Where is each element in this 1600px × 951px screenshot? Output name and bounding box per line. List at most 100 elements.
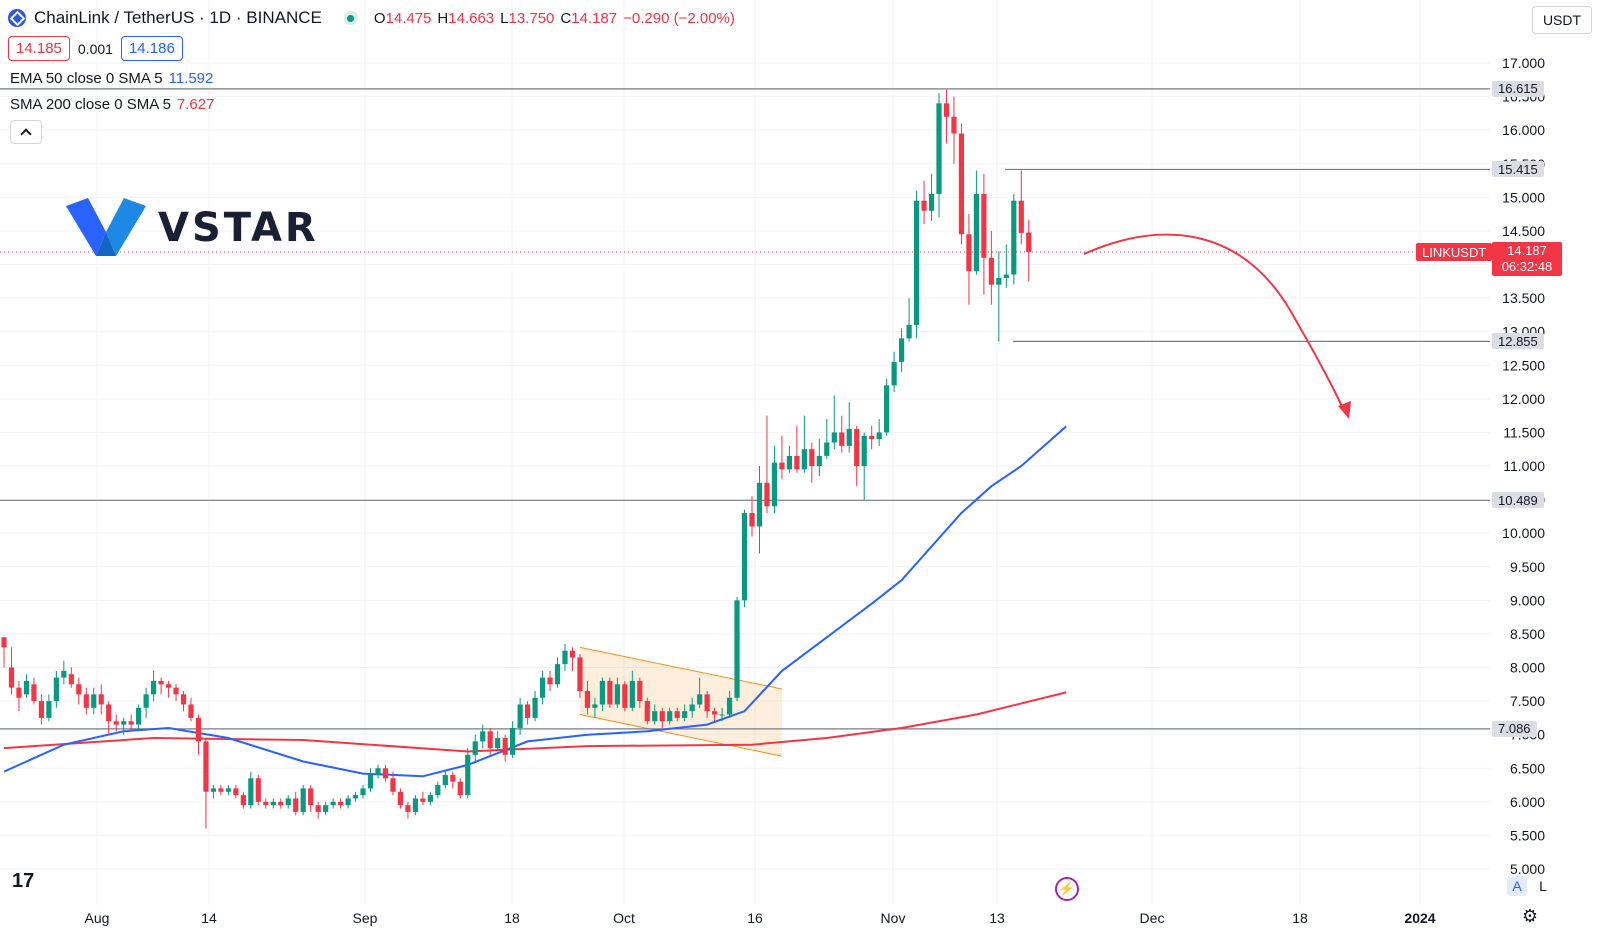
candle-body [23,680,30,695]
candle-body [405,805,411,812]
candle-body [921,200,927,211]
candle-body [756,482,763,527]
price-axis-label: 12.000 [1502,391,1545,407]
candle-body [846,429,852,446]
candle-body [472,741,478,755]
candle-body [906,324,912,339]
ohlc-value: 14.475 [385,9,432,27]
candle-body [270,801,276,806]
collapse-legend-button[interactable] [10,120,42,144]
candle-body [233,788,239,796]
candle-body [352,795,359,799]
market-open-icon [343,11,358,25]
time-axis-label: Oct [613,910,635,926]
candle-body [801,449,807,470]
candle-body [674,711,680,718]
price-axis-label: 14.500 [1502,223,1545,239]
candle-body [412,798,418,812]
candle-body [450,774,456,782]
level-price-tag: 7.086 [1492,720,1537,737]
vstar-logo: VSTAR [66,198,319,258]
indicator-ema[interactable]: EMA 50 close 0 SMA 5 11.592 [10,70,213,87]
ohlc-value: 13.750 [508,9,555,27]
candle-body [203,741,209,792]
candle-body [584,691,591,708]
candle-body [667,711,673,722]
candle-body [958,133,965,235]
price-axis-label: 12.500 [1502,357,1545,373]
ohlc-item: −0.290 (−2.00%) [623,10,735,27]
time-axis-label: Aug [85,910,110,926]
candle-body [487,731,493,749]
candle-body [824,442,830,456]
candle-body [293,798,299,812]
candle-body [996,277,1002,285]
candle-body [891,361,897,386]
auto-scale-button[interactable]: A [1507,876,1527,896]
ohlc-item: O14.475 [374,10,432,27]
candle-body [988,257,994,285]
candle-body [158,680,164,685]
candle-body [136,707,142,725]
time-axis-label: 2024 [1404,910,1435,926]
candle-body [712,711,718,715]
candle-body [38,701,44,718]
candle-body [308,788,314,806]
candle-body [76,684,82,695]
candle-body [113,721,119,725]
candle-body [854,429,860,466]
candle-body [517,704,523,728]
sell-price-button[interactable]: 14.185 [8,36,70,61]
price-axis-label: 15.000 [1502,189,1545,205]
indicator-ema-value: 11.592 [168,70,214,87]
candle-body [46,701,52,718]
price-axis-label: 11.500 [1503,424,1545,440]
candle-body [390,778,396,792]
candle-body [734,600,740,698]
candle-body [188,704,194,718]
candle-body [644,701,650,722]
indicator-sma[interactable]: SMA 200 close 0 SMA 5 7.627 [10,96,214,113]
log-scale-button[interactable]: L [1539,878,1547,894]
candle-body [592,704,598,708]
candle-body [128,721,134,725]
buy-price-button[interactable]: 14.186 [120,36,183,61]
bolt-icon[interactable]: ⚡ [1055,877,1079,901]
level-price-tag: 15.415 [1492,161,1544,178]
gear-icon[interactable]: ⚙ [1521,905,1539,926]
candle-body [240,795,246,806]
tradingview-logo-text: 17 [12,870,35,892]
candle-body [480,731,486,742]
candle-body [248,778,254,806]
candle-body [300,788,306,812]
candle-body [173,687,179,695]
logo-text: VSTAR [158,205,319,251]
candle-body [577,657,583,692]
currency-button[interactable]: USDT [1532,6,1592,34]
candle-body [831,432,837,443]
candle-body [338,801,344,806]
candle-body [936,103,942,194]
candle-body [532,697,538,718]
candle-body [973,193,979,272]
candle-body [263,801,269,806]
candle-body [562,650,568,665]
tradingview-logo[interactable]: 17 [12,870,34,893]
candle-body [951,116,957,134]
price-axis-label: 10.000 [1502,525,1545,541]
level-price-tag: 12.855 [1492,333,1544,350]
candle-body [61,670,67,678]
candle-body [779,462,785,470]
candle-body [539,677,546,698]
candle-body [569,650,576,658]
symbol-title[interactable]: ChainLink / TetherUS · 1D · BINANCE [34,8,322,27]
candle-body [367,774,374,789]
candle-body [195,717,202,742]
candle-body [218,788,224,792]
candle-body [816,455,822,466]
price-axis-label: 13.500 [1502,290,1545,306]
candle-body [899,338,905,362]
spread-value: 0.001 [77,40,113,57]
